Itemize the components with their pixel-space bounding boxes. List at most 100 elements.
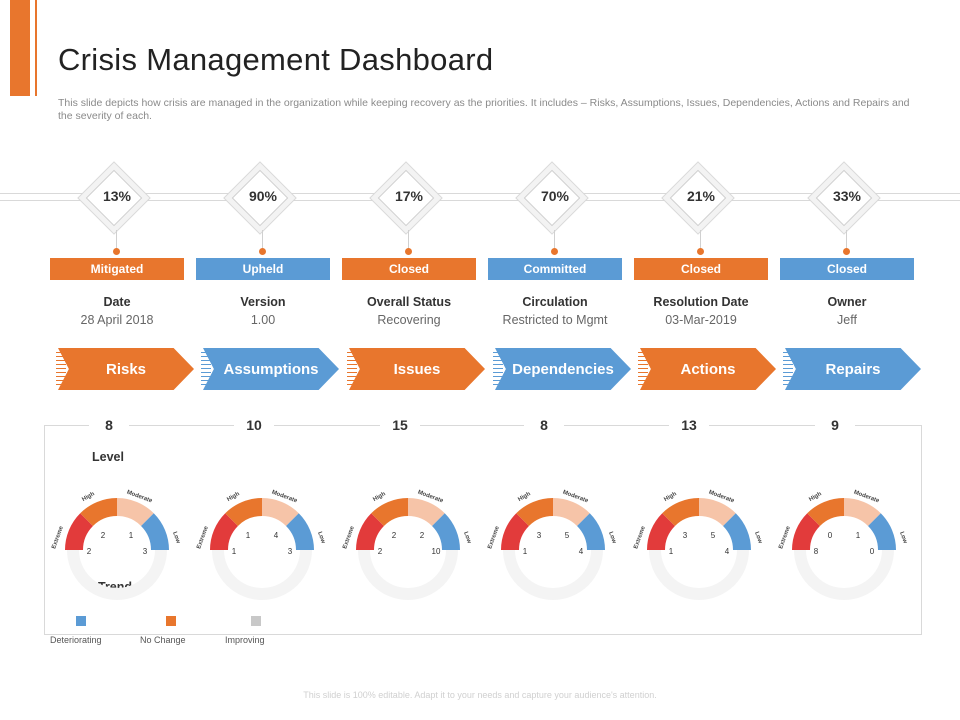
category-arrow-actions: Actions — [640, 348, 776, 390]
level-label: Level — [92, 450, 124, 464]
gauge-label-high: High — [372, 491, 387, 503]
gauge-value-extreme: 2 — [378, 547, 383, 556]
gauge-segment-moderate — [262, 498, 299, 526]
arrow-stripes — [493, 352, 503, 386]
gauge-segment-extreme — [356, 513, 384, 550]
gauge-value-extreme: 8 — [814, 547, 819, 556]
arrow-stripes — [347, 352, 357, 386]
legend-label: Deteriorating — [50, 635, 102, 645]
milestone-stem — [262, 230, 263, 250]
milestone-info-value: Restricted to Mgmt — [502, 313, 608, 327]
milestone-info-value: 1.00 — [250, 313, 276, 327]
gauge-trend-ring — [503, 550, 603, 600]
gauge-label-extreme: Extreme — [342, 525, 356, 550]
gauge-value-low: 4 — [579, 547, 584, 556]
arrow-stripes — [638, 352, 648, 386]
gauge-value-moderate: 4 — [274, 531, 279, 540]
gauge-segment-high — [225, 498, 262, 526]
gauge-value-moderate: 5 — [711, 531, 716, 540]
category-count: 15 — [380, 417, 420, 433]
milestone-percent: 70% — [540, 188, 570, 204]
milestone-stem — [554, 230, 555, 250]
gauge-segment-moderate — [117, 498, 154, 526]
gauge-value-moderate: 1 — [856, 531, 861, 540]
milestone-stem — [846, 230, 847, 250]
milestone-column: 90% Upheld Version 1.00 — [196, 168, 330, 348]
severity-panel — [44, 425, 922, 635]
category-count: 8 — [524, 417, 564, 433]
arrow-stripes — [201, 352, 211, 386]
gauge-label-low: Low — [898, 531, 908, 545]
accent-line — [35, 0, 37, 96]
page-subtitle: This slide depicts how crisis are manage… — [58, 97, 910, 122]
arrow-stripes — [783, 352, 793, 386]
footer-note: This slide is 100% editable. Adapt it to… — [303, 690, 657, 700]
milestone-info-label: Date — [103, 295, 131, 309]
milestone-dot — [697, 248, 704, 255]
gauge-segment-extreme — [792, 513, 820, 550]
milestone-column: 21% Closed Resolution Date 03-Mar-2019 — [634, 168, 768, 348]
gauge-value-high: 2 — [101, 531, 106, 540]
category-count: 10 — [234, 417, 274, 433]
gauge-trend-ring — [212, 550, 312, 600]
gauge-label-extreme: Extreme — [633, 525, 647, 550]
gauge-segment-extreme — [501, 513, 529, 550]
milestone-status-badge: Upheld — [196, 258, 330, 280]
legend-swatch — [76, 616, 86, 626]
gauge-value-high: 3 — [683, 531, 688, 540]
gauge-label-low: Low — [607, 531, 617, 545]
gauge-segment-low — [868, 513, 896, 550]
gauge-label-high: High — [663, 491, 678, 503]
milestone-info-label: Circulation — [522, 295, 588, 309]
gauge-label-extreme: Extreme — [778, 525, 792, 550]
gauge-segment-high — [807, 498, 844, 526]
gauge-segment-low — [286, 513, 314, 550]
gauge-label-extreme: Extreme — [51, 525, 65, 550]
milestone-column: 17% Closed Overall Status Recovering — [342, 168, 476, 348]
category-arrow-dependencies: Dependencies — [495, 348, 631, 390]
gauge-label-extreme: Extreme — [196, 525, 210, 550]
gauge-segment-moderate — [699, 498, 736, 526]
gauge-label-high: High — [517, 491, 532, 503]
gauge-value-extreme: 2 — [87, 547, 92, 556]
legend-swatch — [166, 616, 176, 626]
gauge-label-low: Low — [462, 531, 472, 545]
milestone-dot — [405, 248, 412, 255]
gauge-value-low: 3 — [288, 547, 293, 556]
milestone-stem — [408, 230, 409, 250]
gauge-label-extreme: Extreme — [487, 525, 501, 550]
gauge-trend-ring — [649, 550, 749, 600]
milestone-status-badge: Closed — [780, 258, 914, 280]
milestone-percent: 13% — [102, 188, 132, 204]
milestone-percent: 17% — [394, 188, 424, 204]
milestone-info-label: Version — [240, 295, 286, 309]
gauge-segment-low — [141, 513, 169, 550]
milestone-info-value: Jeff — [837, 313, 857, 327]
milestone-status-badge: Closed — [342, 258, 476, 280]
gauge-value-moderate: 2 — [420, 531, 425, 540]
gauge-segment-moderate — [844, 498, 881, 526]
page-title: Crisis Management Dashboard — [58, 42, 494, 77]
gauge-segment-low — [432, 513, 460, 550]
gauge-label-low: Low — [753, 531, 763, 545]
legend-swatch — [251, 616, 261, 626]
milestone-percent: 21% — [686, 188, 716, 204]
gauge-segment-high — [516, 498, 553, 526]
gauge-segment-high — [371, 498, 408, 526]
milestone-info-label: Resolution Date — [653, 295, 749, 309]
milestone-dot — [843, 248, 850, 255]
gauge-segment-extreme — [210, 513, 238, 550]
milestone-dot — [113, 248, 120, 255]
gauge-segment-moderate — [408, 498, 445, 526]
gauge-segment-low — [723, 513, 751, 550]
gauge-trend-ring — [794, 550, 894, 600]
gauge-label-high: High — [808, 491, 823, 503]
category-count: 9 — [815, 417, 855, 433]
gauge-value-low: 10 — [432, 547, 441, 556]
gauge-trend-ring — [358, 550, 458, 600]
accent-bar — [10, 0, 30, 96]
